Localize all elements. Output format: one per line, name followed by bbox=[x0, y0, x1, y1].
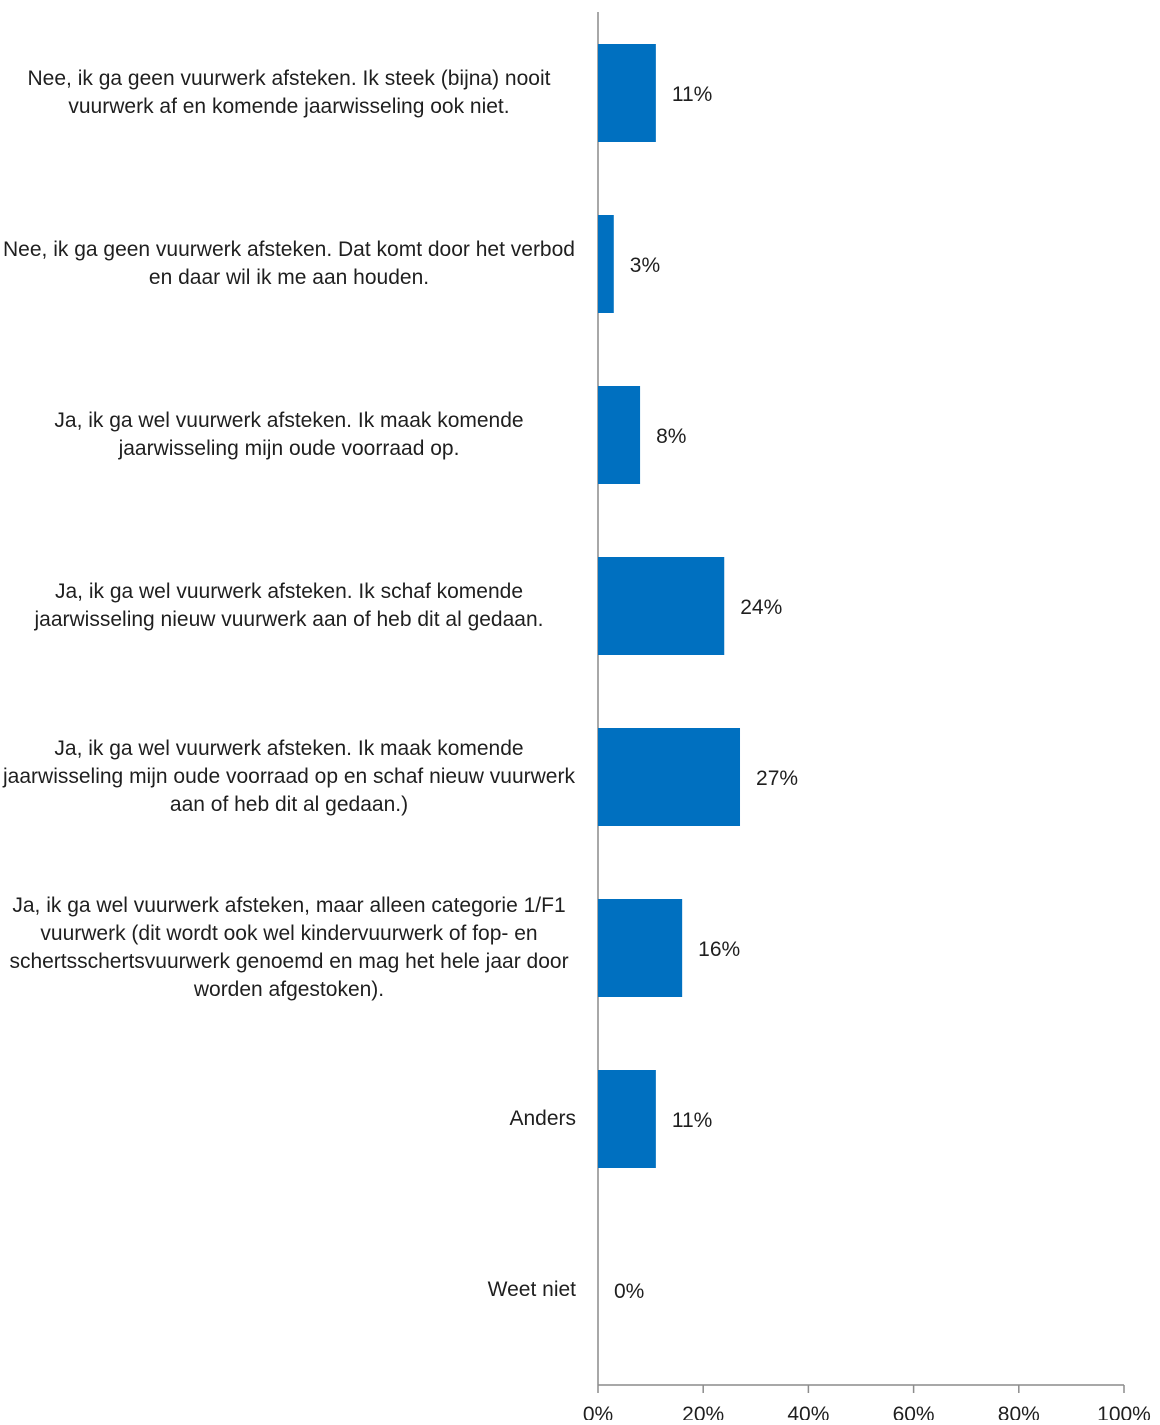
category-label: Ja, ik ga wel vuurwerk afsteken. Ik maak… bbox=[3, 737, 575, 816]
category-label: Nee, ik ga geen vuurwerk afsteken. Dat k… bbox=[3, 238, 575, 289]
bar-value-label: 11% bbox=[672, 1109, 712, 1132]
category-label: Nee, ik ga geen vuurwerk afsteken. Ik st… bbox=[27, 67, 551, 118]
x-tick-label: 0% bbox=[583, 1403, 613, 1420]
category-label: Ja, ik ga wel vuurwerk afsteken. Ik scha… bbox=[34, 580, 544, 631]
x-tick-label: 60% bbox=[893, 1403, 935, 1420]
x-tick-label: 40% bbox=[787, 1403, 829, 1420]
bar bbox=[598, 44, 656, 142]
bar-value-label: 11% bbox=[672, 83, 712, 106]
bar bbox=[598, 899, 683, 997]
bar-value-label: 8% bbox=[656, 425, 686, 448]
x-tick-label: 100% bbox=[1097, 1403, 1151, 1420]
bar-value-label: 0% bbox=[614, 1280, 644, 1303]
bar bbox=[598, 557, 725, 655]
bar bbox=[598, 1070, 656, 1168]
category-label: Ja, ik ga wel vuurwerk afsteken, maar al… bbox=[9, 894, 569, 1001]
category-label: Anders bbox=[509, 1107, 576, 1130]
x-tick-label: 20% bbox=[682, 1403, 724, 1420]
bar bbox=[598, 728, 741, 826]
bar-value-label: 27% bbox=[756, 767, 798, 790]
category-label: Weet niet bbox=[487, 1278, 576, 1301]
bar-value-label: 3% bbox=[630, 254, 660, 277]
bar-value-label: 24% bbox=[740, 596, 782, 619]
bar bbox=[598, 215, 614, 313]
x-tick-label: 80% bbox=[998, 1403, 1040, 1420]
bar-value-label: 16% bbox=[698, 938, 740, 961]
category-label: Ja, ik ga wel vuurwerk afsteken. Ik maak… bbox=[54, 409, 524, 460]
bar bbox=[598, 386, 641, 484]
